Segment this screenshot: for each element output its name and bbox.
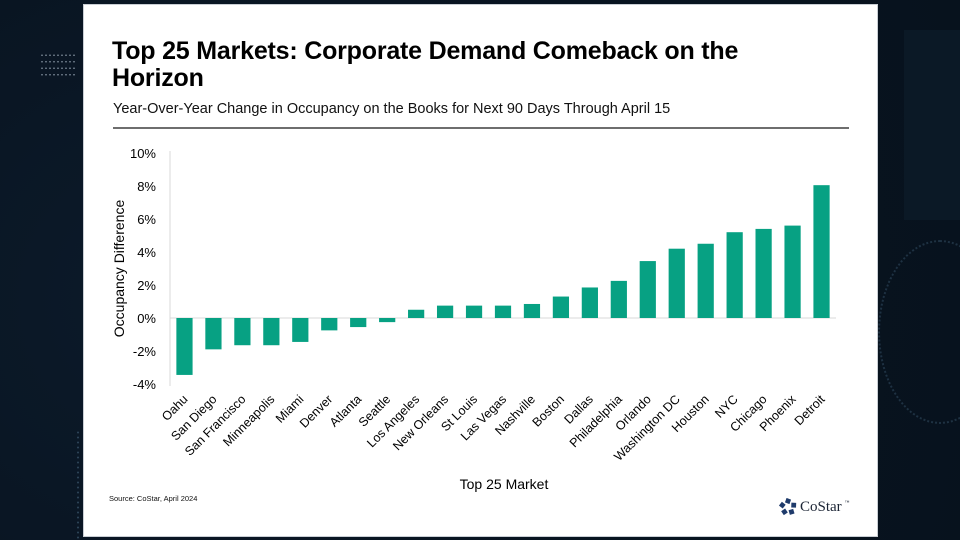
y-tick-label: 0%: [137, 311, 156, 326]
bar-st-louis: [465, 305, 483, 318]
y-axis-title: Occupancy Difference: [111, 200, 127, 338]
bar-seattle: [379, 318, 396, 323]
costar-logo-icon: [779, 498, 797, 516]
x-tick-label: Atlanta: [327, 392, 364, 429]
y-tick-label: 8%: [137, 179, 156, 194]
y-tick-label: 6%: [137, 212, 156, 227]
bar-dallas: [581, 287, 598, 318]
slide-title: Top 25 Markets: Corporate Demand Comebac…: [112, 37, 739, 92]
y-tick-label: -4%: [133, 377, 157, 392]
bar-denver: [321, 318, 338, 331]
background-panel: [904, 30, 960, 220]
bar-new-orleans: [436, 305, 454, 318]
source-note: Source: CoStar, April 2024: [109, 494, 198, 503]
bar-san-diego: [205, 318, 222, 350]
bar-phoenix: [784, 225, 801, 318]
logo-segment: [788, 508, 795, 515]
bar-miami: [292, 318, 309, 342]
bar-oahu: [176, 318, 193, 375]
bar-atlanta: [350, 318, 367, 328]
bar-nashville: [523, 303, 541, 318]
x-axis-title: Top 25 Market: [460, 476, 549, 492]
bar-nyc: [726, 232, 743, 318]
bar-las-vegas: [494, 305, 512, 318]
bar-minneapolis: [263, 318, 280, 346]
title-divider: [113, 127, 849, 129]
bars: [176, 185, 830, 375]
decorative-dotted-arc: [878, 240, 960, 424]
y-tick-label: 4%: [137, 245, 156, 260]
bar-san-francisco: [234, 318, 251, 346]
bar-boston: [552, 296, 570, 318]
logo-segment: [779, 501, 786, 509]
bar-philadelphia: [610, 280, 627, 318]
logo-segment: [784, 498, 792, 505]
bar-houston: [697, 243, 714, 318]
y-tick-label: -2%: [133, 344, 157, 359]
costar-logo: CoStar ™: [779, 498, 850, 516]
bar-washington-dc: [668, 248, 685, 318]
y-tick-label: 10%: [130, 146, 156, 161]
logo-text: CoStar: [800, 498, 842, 515]
slide-subtitle: Year-Over-Year Change in Occupancy on th…: [113, 101, 671, 117]
y-axis: -4% -2% 0% 2% 4% 6% 8% 10%: [130, 146, 836, 392]
x-tick-label: Detroit: [792, 392, 828, 428]
x-tick-label: Boston: [530, 392, 567, 429]
bar-los-angeles: [408, 309, 425, 318]
logo-trademark: ™: [844, 500, 850, 506]
logo-segment: [791, 502, 797, 508]
x-tick-label: Denver: [297, 392, 335, 430]
logo-segment: [781, 508, 788, 516]
decorative-dot-grid: [40, 52, 76, 78]
bar-detroit: [813, 185, 830, 318]
y-tick-label: 2%: [137, 278, 156, 293]
bar-chicago: [755, 228, 772, 318]
decorative-dot-column: [76, 430, 80, 540]
bar-orlando: [639, 261, 656, 318]
slide-card: Top 25 Markets: Corporate Demand Comebac…: [83, 4, 878, 537]
